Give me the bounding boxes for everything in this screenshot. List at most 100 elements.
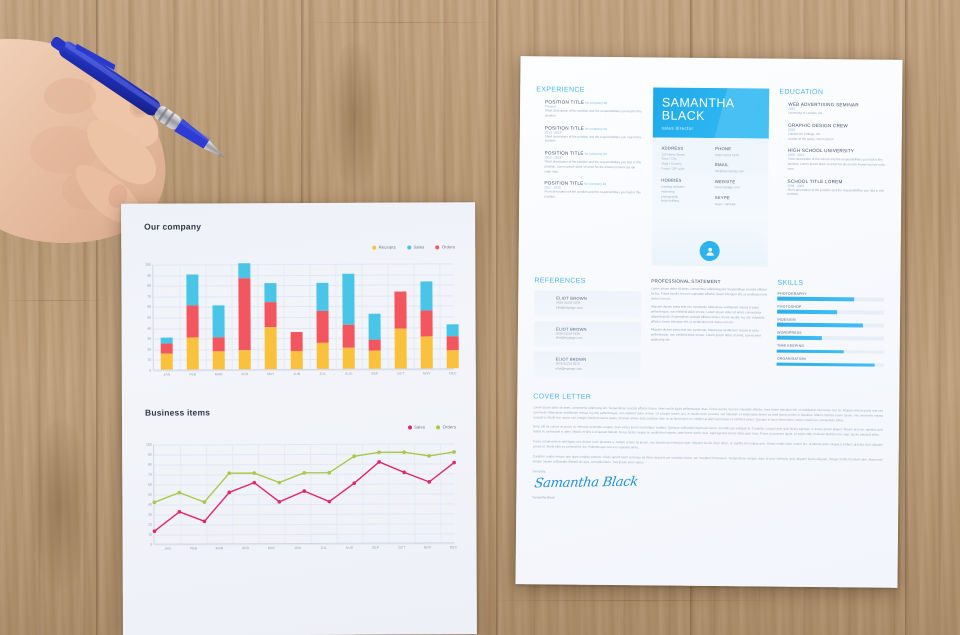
x-axis-tick-label: MAR [215, 546, 224, 551]
resume-middle-row: REFERENCES ELIOT BROWN 0028 01234 5678 e… [533, 277, 885, 386]
reference-email: eliot@mypage.com [556, 305, 583, 310]
bar-segment-receipts [420, 336, 433, 369]
education-column: EDUCATION WEB ADVERTISING SEMINAR 2015 U… [778, 89, 887, 268]
experience-description: Short description of the position and th… [544, 159, 642, 174]
experience-heading: EXPERIENCE [536, 86, 585, 94]
bar-segment-receipts [446, 350, 459, 369]
x-axis-tick-label: JUN [294, 545, 302, 551]
education-description: Short description of the school and the … [787, 157, 886, 171]
legend-label-receipts: Receipts [378, 244, 396, 250]
data-point-sales [202, 519, 207, 524]
gridline [153, 273, 454, 277]
gridline [153, 305, 454, 309]
x-axis-tick-label: AUG [345, 545, 354, 550]
cover-letter-section: COVER LETTER Lorem ipsum dolor sit amet,… [532, 393, 883, 503]
skill-item: ORGANISATION [776, 357, 884, 367]
bar-stack [316, 283, 329, 369]
bar-stack [264, 283, 277, 370]
experience-item: POSITION TITLE for company ltd Present S… [536, 99, 643, 119]
experience-company: for company ltd [585, 100, 607, 106]
x-axis-tick-label: DEC [449, 371, 457, 376]
data-point-sales [402, 470, 407, 475]
gridline [153, 263, 454, 266]
profile-card: SAMANTHA BLACK sales director ADDRESS 12… [651, 87, 770, 267]
y-axis-tick-label: 0 [150, 542, 153, 547]
professional-statement-column: PROFESSIONAL STATEMENT Lorem ipsum dolor… [650, 278, 767, 384]
y-axis-tick-label: 40 [147, 326, 152, 331]
bar-segment-sales [238, 263, 251, 279]
legend-swatch-sales [406, 245, 411, 250]
experience-column: EXPERIENCE POSITION TITLE for company lt… [535, 86, 644, 265]
cover-letter-paragraph: Nunc elit mi cursus ac purus ut, vehicul… [532, 424, 883, 438]
line-chart: Business items Sales Orders 100 90 80 70 60 5… [136, 406, 463, 557]
y-axis-tick-label: 20 [147, 347, 152, 352]
y-axis-tick-label: 10 [148, 532, 153, 537]
professional-statement-paragraph: Aliquam dictum porta erat nec commodo. M… [650, 327, 762, 342]
x-axis-tick-label: FEB [190, 546, 198, 551]
data-point-sales [252, 480, 257, 485]
legend-label-sales: Sales [413, 244, 425, 250]
gridline [154, 543, 455, 546]
skill-bar-track [777, 309, 885, 315]
data-point-orders [452, 450, 456, 454]
education-description: London Art College, UK Leader of the grou… [787, 131, 834, 141]
data-point-orders [327, 470, 332, 475]
bar-segment-receipts [394, 328, 407, 369]
data-point-orders [402, 450, 406, 455]
website-heading: WEBSITE [714, 178, 736, 185]
data-point-sales [452, 460, 456, 465]
references-heading: REFERENCES [534, 277, 586, 285]
professional-statement-paragraph: Lorem ipsum dolor sit amet, consectetur … [651, 286, 768, 301]
skills-column: SKILLS PHOTOGRAPHY PHOTOSHOP INDESIGN WO… [776, 280, 885, 386]
x-axis-tick-label: SEP [371, 371, 379, 376]
reference-email: eliot@mypage.com [555, 366, 583, 371]
printed-name: Samantha Black [532, 495, 555, 500]
skill-item: TIME KEEPING [776, 343, 884, 354]
x-axis-tick-label: OCT [397, 545, 406, 550]
person-icon [705, 247, 714, 256]
bar-segment-orders [446, 336, 459, 351]
x-axis-tick-label: APR [241, 546, 250, 551]
y-axis-tick-label: 70 [147, 294, 151, 299]
data-point-sales [152, 529, 157, 533]
skill-label: INDESIGN [777, 317, 796, 322]
bar-segment-orders [394, 291, 407, 329]
gridline [413, 263, 415, 369]
gridline [153, 369, 454, 372]
bar-segment-sales [342, 273, 355, 325]
bar-segment-sales [368, 313, 381, 341]
skill-bar-track [777, 322, 885, 328]
skill-bar-track [776, 362, 884, 367]
bar-stack [420, 281, 433, 369]
skill-label: PHOTOGRAPHY [777, 291, 807, 296]
chart-printout-sheet: Our company Receipts Sales Orders 100 90 8… [121, 202, 477, 635]
data-point-orders [302, 470, 307, 475]
bar-stack [290, 331, 303, 370]
plank-seam [905, 0, 908, 635]
gridline [153, 295, 454, 298]
legend-item-sales: Sales [407, 424, 426, 430]
education-item: SCHOOL TITLE LOREM 2004 - 2008 Short des… [778, 178, 885, 198]
y-axis-tick-label: 30 [147, 336, 152, 341]
data-point-orders [352, 454, 356, 459]
bar-stack [368, 313, 381, 369]
education-item: WEB ADVERTISING SEMINAR 2015 University … [779, 102, 886, 117]
bar-stack [342, 273, 355, 369]
data-point-sales [277, 499, 282, 504]
hobbies-heading: HOBBIES [661, 177, 682, 183]
name-banner: SAMANTHA BLACK sales director [652, 87, 770, 139]
skill-bar-fill [777, 309, 838, 314]
legend-label-orders: Orders [441, 244, 456, 250]
legend-item-sales: Sales [406, 244, 425, 250]
skill-label: WORDPRESS [777, 330, 802, 336]
gridline [153, 326, 454, 330]
bar-segment-sales [420, 281, 433, 311]
x-axis-tick-label: JAN [164, 546, 171, 551]
email-value: info@samanblay.com [714, 168, 745, 174]
address-line: Postal / ZIP code [661, 166, 685, 172]
reference-email: eliot@mypage.com [555, 335, 583, 341]
legend-label-sales: Sales [414, 424, 426, 430]
job-role: sales director [661, 125, 694, 131]
bar-stack [186, 274, 199, 370]
skill-label: TIME KEEPING [776, 343, 805, 349]
